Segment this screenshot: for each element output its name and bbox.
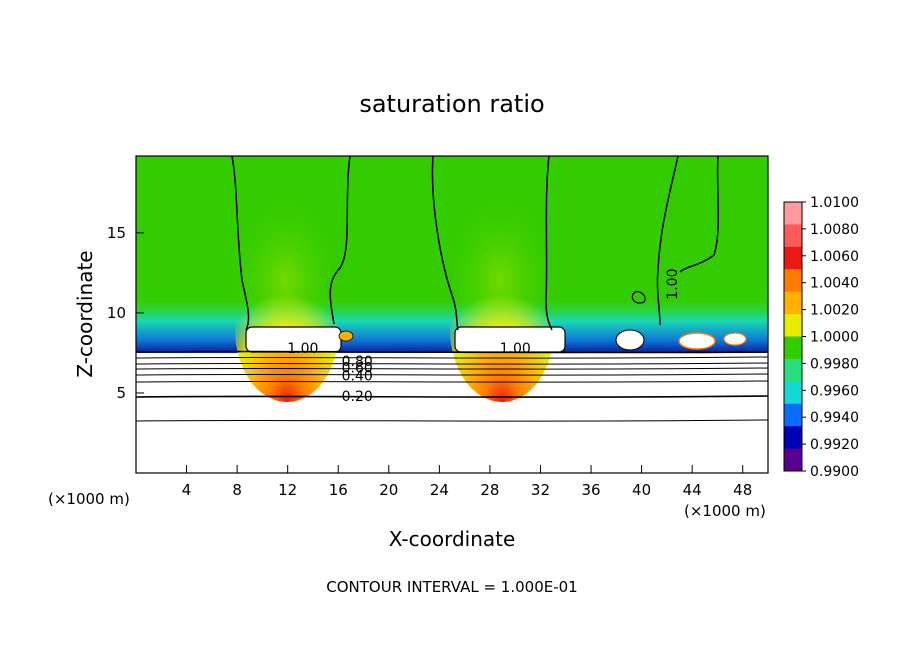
x-tick-label: 8 <box>232 481 242 499</box>
colorbar: 1.0100 1.0080 1.0060 1.0040 1.0020 1.0000 0.99… <box>783 195 859 480</box>
x-unit-left: (×1000 m) <box>48 490 130 508</box>
cloud-3 <box>615 329 645 351</box>
colorbar-swatch <box>784 381 802 405</box>
colorbar-swatch <box>784 426 802 450</box>
contour-lines <box>136 156 768 422</box>
x-tick-label: 32 <box>531 481 550 499</box>
contour-label: 0.60 <box>342 360 373 376</box>
x-axis-label: X-coordinate <box>389 527 516 551</box>
y-tick-label: 10 <box>107 304 126 322</box>
plot-area <box>136 156 768 473</box>
x-tick-label: 16 <box>329 481 348 499</box>
contour-label: 1.00 <box>665 268 681 299</box>
colorbar-label: 0.9980 <box>810 356 859 372</box>
contour-label-text: 1.00 <box>500 341 531 357</box>
colorbar-label: 1.0000 <box>810 330 859 346</box>
contour-label-text: 0.40 <box>342 368 373 384</box>
x-tick-label: 12 <box>278 481 297 499</box>
colorbar-swatch <box>784 403 802 427</box>
cloud-patches <box>338 330 747 350</box>
colorbar-label: 0.9900 <box>810 464 859 480</box>
y-tick-label: 15 <box>107 224 126 242</box>
colorbar-label: 0.9940 <box>810 410 859 426</box>
contour-label-text: 0.20 <box>342 389 373 405</box>
x-tick-label: 24 <box>430 481 449 499</box>
contour-interval-note: CONTOUR INTERVAL = 1.000E-01 <box>326 578 577 596</box>
colorbar-label: 1.0060 <box>810 249 859 265</box>
colorbar-label: 0.9960 <box>810 383 859 399</box>
colorbar-label: 1.0020 <box>810 303 859 319</box>
contour-label: 1.00 <box>287 341 318 357</box>
x-tick-label: 40 <box>632 481 651 499</box>
contour-label: 0.80 <box>342 354 373 370</box>
colorbar-swatch <box>784 202 802 225</box>
colorbar-swatch <box>784 336 802 360</box>
contour-label-text: 0.80 <box>342 354 373 370</box>
chart-title: saturation ratio <box>359 90 544 118</box>
colorbar-swatch <box>784 358 802 382</box>
colorbar-swatch <box>784 291 802 315</box>
colorbar-label: 1.0080 <box>810 222 859 238</box>
contour-label-text: 1.00 <box>287 341 318 357</box>
x-tick-label: 44 <box>683 481 702 499</box>
colorbar-swatch <box>784 246 802 270</box>
x-tick-label: 4 <box>182 481 192 499</box>
colorbar-swatch <box>784 448 802 472</box>
colorbar-label: 1.0100 <box>810 195 859 211</box>
plot-frame <box>135 155 769 474</box>
contour-label: 0.40 <box>342 368 373 384</box>
contour-label: 0.20 <box>342 389 373 405</box>
y-axis-label: Z-coordinate <box>73 250 97 377</box>
y-tick-label: 5 <box>116 384 126 402</box>
colorbar-swatch <box>784 224 802 248</box>
x-tick-label: 28 <box>480 481 499 499</box>
x-tick-label: 20 <box>379 481 398 499</box>
x-tick-label: 36 <box>581 481 600 499</box>
colorbar-label: 1.0040 <box>810 276 859 292</box>
colorbar-label: 0.9920 <box>810 437 859 453</box>
contour-label: 1.00 <box>500 341 531 357</box>
contour-label-text: 1.00 <box>665 268 681 299</box>
contour-label-text: 0.60 <box>342 360 373 376</box>
x-tick-label: 48 <box>733 481 752 499</box>
x-unit-right: (×1000 m) <box>684 502 766 520</box>
colorbar-swatch <box>784 269 802 293</box>
colorbar-swatch <box>784 314 802 337</box>
contour-labels: 1.00 0.800.600.40 0.20 1.00 1.00 <box>287 268 681 405</box>
